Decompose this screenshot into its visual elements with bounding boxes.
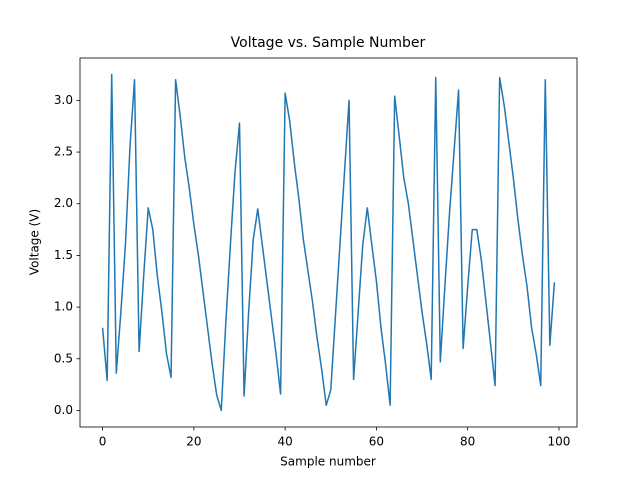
plot-frame — [79, 57, 578, 428]
y-tick-label: 0.5 — [54, 351, 73, 365]
y-tick-label: 0.0 — [54, 403, 73, 417]
y-tick-label: 2.0 — [54, 196, 73, 210]
x-tick-label: 60 — [369, 435, 384, 449]
y-tick-label: 1.0 — [54, 300, 73, 314]
x-tick-label: 100 — [548, 435, 571, 449]
chart-title: Voltage vs. Sample Number — [231, 35, 426, 51]
x-tick-label: 0 — [99, 435, 107, 449]
y-tick-label: 1.5 — [54, 248, 73, 262]
x-tick-label: 40 — [278, 435, 293, 449]
data-line — [101, 73, 556, 412]
y-axis-label: Voltage (V) — [28, 209, 42, 275]
y-tick-label: 2.5 — [54, 145, 73, 159]
x-tick-label: 20 — [186, 435, 201, 449]
x-axis-label: Sample number — [280, 455, 376, 469]
x-tick-label: 80 — [460, 435, 475, 449]
y-tick-label: 3.0 — [54, 93, 73, 107]
